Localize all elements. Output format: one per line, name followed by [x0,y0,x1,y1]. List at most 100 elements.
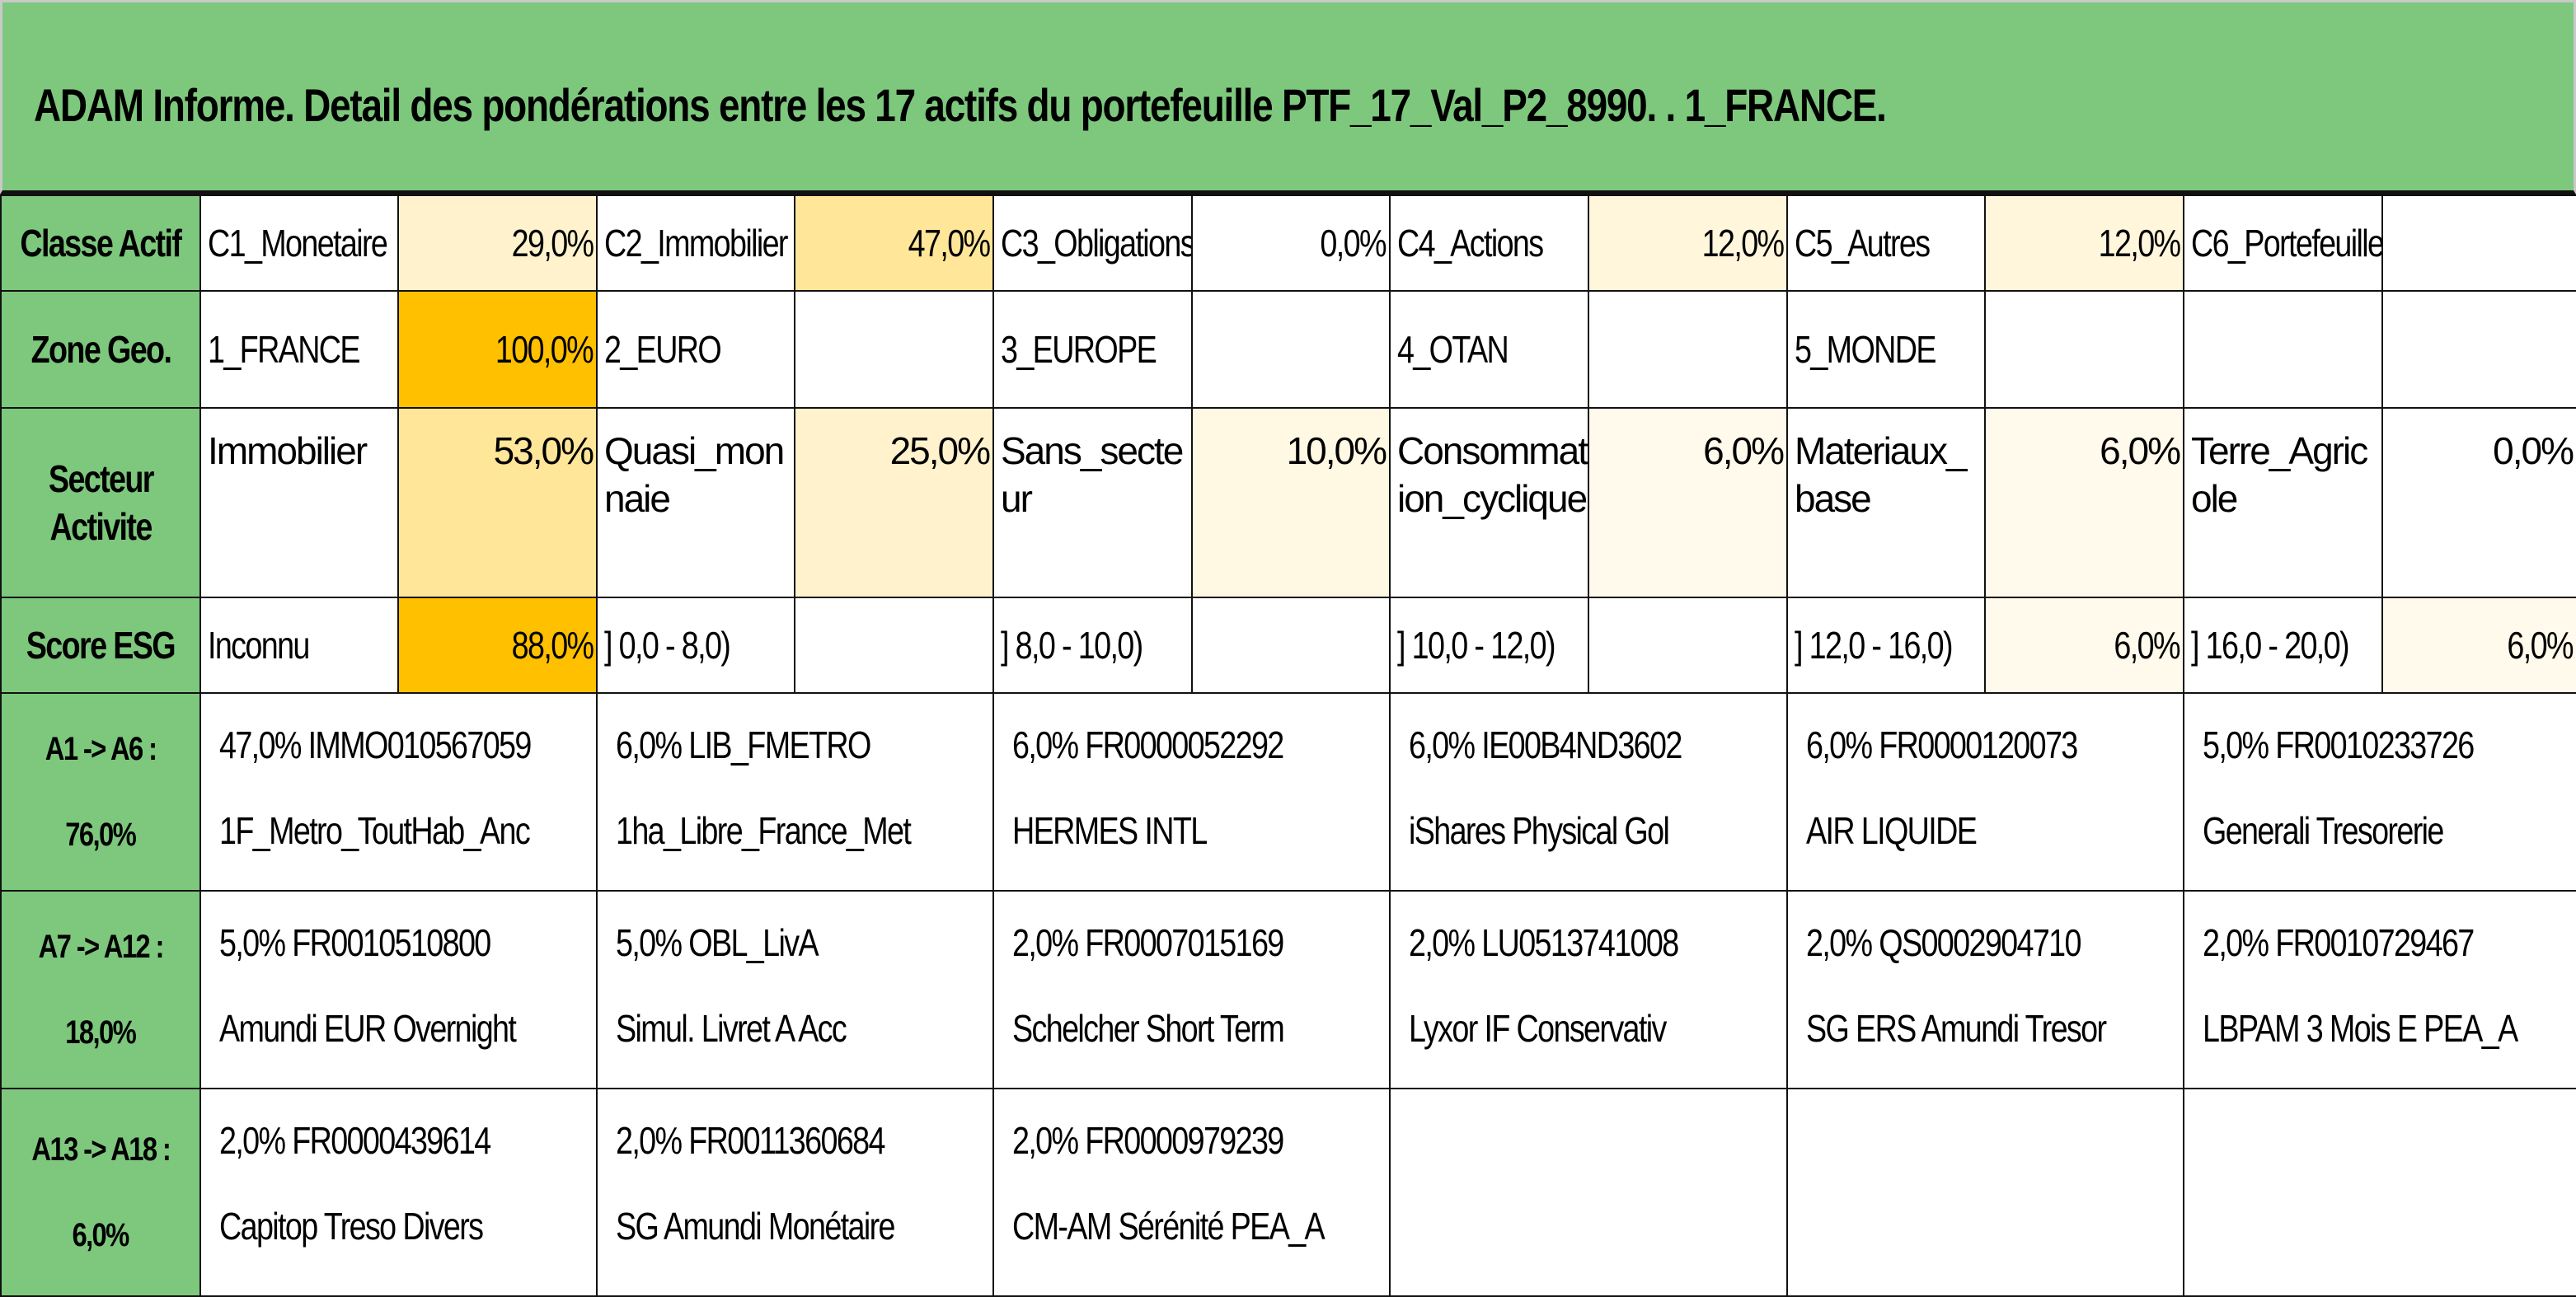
category-label: C3_Obligations [992,194,1193,292]
asset-name: Amundi EUR Overnight [219,1007,517,1050]
title-bar: ADAM Informe. Detail des pondérations en… [0,0,2576,194]
asset-name: Schelcher Short Term [1012,1007,1285,1050]
asset-cell: 2,0% LU0513741008 Lyxor IF Conservativ [1389,890,1788,1089]
category-weight [794,290,994,409]
asset-group-total: 18,0% [65,1014,137,1051]
category-weight [1588,597,1788,694]
asset-name: HERMES INTL [1012,809,1208,852]
category-label-text: ] 10,0 - 12,0) [1397,624,1556,667]
asset-weight-isin: 2,0% LU0513741008 [1409,921,1679,964]
category-label: Materiaux_base [1786,407,1986,598]
row-header: Secteur Activite [0,407,201,598]
category-label-text: C1_Monetaire [208,222,388,265]
asset-group-header: A7 -> A12 : 18,0% [0,890,201,1089]
category-weight [2381,290,2576,409]
category-weight: 6,0% [1984,407,2184,598]
asset-cell [1786,1088,2184,1297]
category-weight-text: 0,0% [1320,222,1387,265]
asset-cell [2183,1088,2576,1297]
category-label: C1_Monetaire [199,194,399,292]
category-weight: 6,0% [2381,597,2576,694]
category-label: Consommation_cyclique [1389,407,1589,598]
category-weight: 12,0% [1588,194,1788,292]
asset-cell: 2,0% FR0007015169 Schelcher Short Term [992,890,1391,1089]
category-label: Inconnu [199,597,399,694]
asset-cell [1389,1088,1788,1297]
category-row: Secteur Activite Immobilier 53,0% Quasi_monn… [0,407,2576,598]
asset-group-row: A1 -> A6 : 76,0% 47,0% IMMO010567059 1F_Met… [0,692,2576,892]
category-label-text: C4_Actions [1397,222,1544,265]
category-label-text: Materiaux_base [1795,429,1968,520]
category-weight [1984,290,2184,409]
asset-name: LBPAM 3 Mois E PEA_A [2203,1007,2518,1050]
category-weight-text: 53,0% [493,429,594,472]
row-header-text: Zone Geo. [30,328,171,371]
asset-weight-isin: 5,0% FR0010510800 [219,921,491,964]
category-label: 2_EURO [596,290,795,409]
category-label-text: ] 12,0 - 16,0) [1795,624,1954,667]
category-label-text: C6_Portefeuille [2191,222,2382,265]
category-weight: 88,0% [397,597,598,694]
row-header: Zone Geo. [0,290,201,409]
asset-group-total: 6,0% [72,1217,130,1253]
category-weight: 25,0% [794,407,994,598]
asset-weight-isin: 2,0% FR0007015169 [1012,921,1284,964]
category-label-text: Inconnu [208,624,310,667]
category-label: Quasi_monnaie [596,407,795,598]
category-label: Sans_secteur [992,407,1193,598]
asset-group-row: A13 -> A18 : 6,0% 2,0% FR0000439614 Capitop… [0,1088,2576,1297]
category-label: C6_Portefeuille [2183,194,2383,292]
category-label: C5_Autres [1786,194,1986,292]
category-label: 4_OTAN [1389,290,1589,409]
asset-cell: 6,0% FR0000052292 HERMES INTL [992,692,1391,892]
asset-group-label: A7 -> A12 : [38,929,164,965]
category-weight: 6,0% [1588,407,1788,598]
row-header-line: Activite [49,505,152,548]
category-weight: 47,0% [794,194,994,292]
weights-table: Classe Actif C1_Monetaire 29,0% C2_Immobili… [0,194,2576,1297]
category-label-text: Consommation_cyclique [1397,429,1587,520]
category-label: 1_FRANCE [199,290,399,409]
asset-weight-isin: 2,0% FR0010729467 [2203,921,2475,964]
asset-name: 1F_Metro_ToutHab_Anc [219,809,531,852]
category-weight-text: 6,0% [1703,429,1785,472]
category-label [2183,290,2383,409]
category-label-text: 3_EUROPE [1001,328,1157,371]
category-weight-text: 25,0% [889,429,991,472]
asset-group-label: A1 -> A6 : [45,731,157,767]
asset-cell: 6,0% FR0000120073 AIR LIQUIDE [1786,692,2184,892]
row-header-text: Classe Actif [20,222,182,265]
category-label-text: 4_OTAN [1397,328,1509,371]
category-weight-text: 6,0% [2100,429,2181,472]
category-row: Classe Actif C1_Monetaire 29,0% C2_Immobili… [0,194,2576,292]
category-label-text: C5_Autres [1795,222,1931,265]
asset-name: AIR LIQUIDE [1806,809,1978,852]
asset-group-row: A7 -> A12 : 18,0% 5,0% FR0010510800 Amundi … [0,890,2576,1089]
asset-name: Capitop Treso Divers [219,1205,484,1248]
category-weight-text: 0,0% [2493,429,2574,472]
asset-cell: 2,0% FR0000979239 CM-AM Sérénité PEA_A [992,1088,1391,1297]
asset-weight-isin: 5,0% FR0010233726 [2203,723,2475,766]
row-header-text: Score ESG [26,624,176,667]
category-label-text: C3_Obligations [1001,222,1192,265]
row-header-line: Secteur [48,457,155,500]
category-label: ] 10,0 - 12,0) [1389,597,1589,694]
category-label: ] 16,0 - 20,0) [2183,597,2383,694]
asset-name: Lyxor IF Conservativ [1409,1007,1667,1050]
category-label-text: Immobilier [208,429,368,472]
category-row: Zone Geo. 1_FRANCE 100,0% 2_EURO 3_EUROPE 4_O… [0,290,2576,409]
asset-cell: 2,0% FR0010729467 LBPAM 3 Mois E PEA_A [2183,890,2576,1089]
category-weight-text: 47,0% [908,222,990,265]
category-label-text: Sans_secteur [1001,429,1184,520]
category-weight-text: 10,0% [1286,429,1387,472]
category-label: Immobilier [199,407,399,598]
asset-cell: 6,0% LIB_FMETRO 1ha_Libre_France_Met [596,692,994,892]
category-label-text: ] 8,0 - 10,0) [1001,624,1143,667]
category-label: ] 0,0 - 8,0) [596,597,795,694]
asset-name: iShares Physical Gol [1409,809,1670,852]
category-weight: 10,0% [1191,407,1391,598]
category-weight: 53,0% [397,407,598,598]
category-weight-text: 12,0% [1701,222,1784,265]
asset-name: CM-AM Sérénité PEA_A [1012,1205,1326,1248]
